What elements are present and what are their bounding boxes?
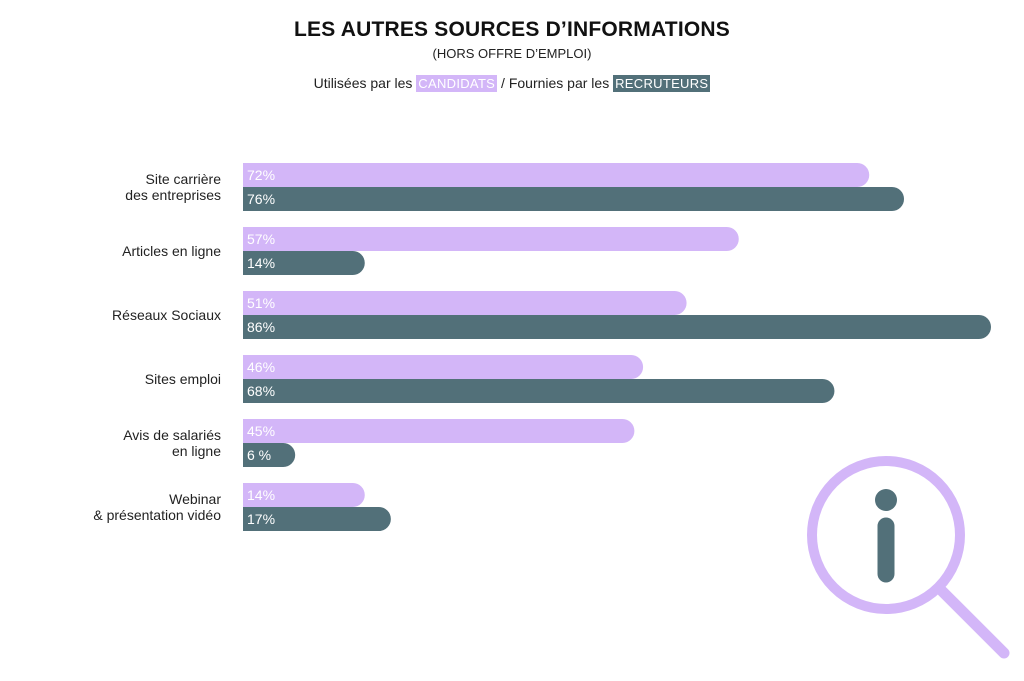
- data-label: 68%: [247, 383, 275, 399]
- info-dot: [875, 489, 897, 511]
- bar-candidats: [243, 291, 687, 315]
- legend-prefix-candidats: Utilisées par les: [313, 75, 413, 91]
- category-label: Webinar & présentation vidéo: [93, 491, 221, 523]
- info-magnifier-icon: [807, 456, 1010, 659]
- bar-recruteurs: [243, 315, 991, 339]
- data-label: 14%: [247, 487, 275, 503]
- category-label: Sites emploi: [145, 371, 221, 387]
- data-label: 86%: [247, 319, 275, 335]
- data-label: 17%: [247, 511, 275, 527]
- data-label: 46%: [247, 359, 275, 375]
- data-label: 51%: [247, 295, 275, 311]
- category-label: Réseaux Sociaux: [112, 307, 221, 323]
- category-label: Avis de salariés en ligne: [123, 427, 221, 459]
- data-label: 45%: [247, 423, 275, 439]
- magnifier-lens: [807, 456, 965, 614]
- legend-prefix-recruteurs: Fournies par les: [508, 75, 610, 91]
- category-label: Articles en ligne: [122, 243, 221, 259]
- legend-tag-candidats: CANDIDATS: [416, 75, 498, 92]
- bar-candidats: [243, 483, 365, 507]
- magnifier-handle: [934, 583, 1010, 659]
- bar-recruteurs: [243, 443, 296, 467]
- bar-candidats: [243, 355, 644, 379]
- category-label: Site carrière des entreprises: [125, 171, 221, 203]
- legend-separator: /: [501, 75, 505, 91]
- data-label: 14%: [247, 255, 275, 271]
- bar-recruteurs: [243, 251, 365, 275]
- data-label: 76%: [247, 191, 275, 207]
- bar-candidats: [243, 163, 870, 187]
- bars-layer: Site carrière des entreprises 72% 76% Articl…: [93, 163, 991, 531]
- bar-recruteurs: [243, 379, 835, 403]
- bar-recruteurs: [243, 507, 391, 531]
- bar-candidats: [243, 227, 739, 251]
- chart-title: LES AUTRES SOURCES D’INFORMATIONS: [294, 18, 730, 41]
- data-label: 72%: [247, 167, 275, 183]
- bar-candidats: [243, 419, 635, 443]
- legend-tag-recruteurs: RECRUTEURS: [613, 75, 711, 92]
- legend: Utilisées par les CANDIDATS / Fournies p…: [0, 75, 1024, 92]
- chart-subtitle: (HORS OFFRE D’EMPLOI): [432, 46, 592, 61]
- data-label: 6 %: [247, 447, 271, 463]
- bar-recruteurs: [243, 187, 905, 211]
- data-label: 57%: [247, 231, 275, 247]
